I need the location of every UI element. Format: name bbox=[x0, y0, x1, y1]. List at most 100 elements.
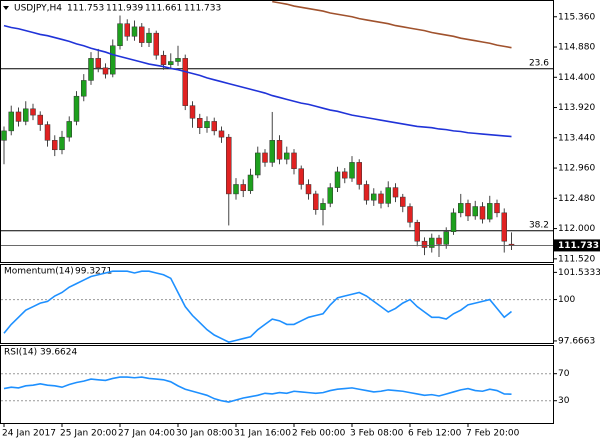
y-tick-label: 114.880 bbox=[558, 43, 595, 53]
y-tick-label: 115.360 bbox=[558, 12, 595, 22]
candle-body bbox=[37, 114, 43, 125]
indicator-line bbox=[3, 376, 512, 403]
last-low: 111.661 bbox=[145, 4, 182, 14]
candle-body bbox=[327, 187, 333, 204]
last-high: 111.939 bbox=[106, 4, 143, 14]
price-panel bbox=[0, 0, 554, 263]
candle-body bbox=[363, 184, 370, 201]
y-tick-label: 100 bbox=[558, 295, 575, 305]
candle-body bbox=[501, 212, 507, 242]
price-tag bbox=[553, 239, 600, 252]
candle-body bbox=[95, 58, 101, 69]
candle-body bbox=[262, 152, 268, 163]
rsi-title: RSI(14) bbox=[4, 348, 37, 358]
candle-body bbox=[146, 32, 152, 43]
candle-body bbox=[218, 130, 225, 138]
candle-body bbox=[189, 105, 196, 119]
candle-body bbox=[450, 212, 457, 232]
last-close: 111.733 bbox=[184, 4, 221, 14]
candle-body bbox=[102, 67, 109, 75]
x-tick-label: 2 Feb 00:00 bbox=[292, 429, 346, 439]
candle-body bbox=[211, 121, 217, 132]
y-tick-label: 114.400 bbox=[558, 73, 595, 83]
rsi-value: 39.6624 bbox=[40, 348, 77, 358]
y-tick-label: 112.960 bbox=[558, 164, 595, 174]
menu-triangle bbox=[3, 6, 9, 10]
candle-body bbox=[73, 95, 80, 122]
candle-body bbox=[334, 171, 341, 188]
candle-body bbox=[269, 140, 275, 163]
candle-body bbox=[255, 152, 261, 176]
candle-body bbox=[378, 193, 384, 204]
y-tick-label: 111.520 bbox=[558, 254, 595, 264]
candle-body bbox=[494, 203, 500, 214]
x-tick-label: 25 Jan 20:00 bbox=[60, 429, 117, 439]
candle-body bbox=[66, 121, 72, 138]
candle-body bbox=[30, 108, 36, 116]
x-tick-label: 7 Feb 20:00 bbox=[466, 429, 520, 439]
candle-body bbox=[23, 108, 29, 122]
momentum-value: 99.3271 bbox=[75, 267, 112, 277]
candle-body bbox=[197, 118, 203, 128]
y-tick-label: 101.5333 bbox=[558, 268, 600, 278]
candle-body bbox=[342, 171, 348, 179]
x-tick-label: 27 Jan 04:00 bbox=[118, 429, 175, 439]
candle-body bbox=[487, 203, 493, 220]
candle-body bbox=[371, 193, 377, 201]
candle-body bbox=[385, 187, 391, 204]
candle-body bbox=[153, 32, 159, 56]
candle-body bbox=[204, 121, 210, 128]
candle-body bbox=[458, 203, 464, 214]
candle-body bbox=[88, 58, 94, 81]
candle-body bbox=[117, 23, 123, 47]
candle-body bbox=[298, 168, 304, 185]
candle-body bbox=[247, 174, 254, 192]
candle-body bbox=[226, 136, 232, 195]
price-tag-label: 111.733 bbox=[558, 241, 599, 251]
x-tick-label: 30 Jan 08:00 bbox=[176, 429, 233, 439]
candle-body bbox=[276, 140, 283, 160]
candle-body bbox=[15, 111, 22, 122]
momentum-panel bbox=[0, 264, 554, 344]
candle-body bbox=[44, 124, 51, 141]
candle-body bbox=[168, 61, 174, 65]
y-tick-label: 97.6663 bbox=[558, 336, 595, 346]
candle-body bbox=[1, 130, 7, 141]
candle-body bbox=[443, 231, 449, 245]
candle-body bbox=[320, 203, 326, 210]
indicator-line bbox=[3, 270, 512, 343]
candle-body bbox=[284, 152, 290, 160]
candle-body bbox=[131, 26, 138, 37]
candle-body bbox=[392, 187, 399, 198]
candle-body bbox=[81, 80, 87, 97]
candle-body bbox=[349, 162, 355, 179]
candle-body bbox=[305, 184, 312, 195]
candle-body bbox=[313, 193, 319, 210]
candle-body bbox=[414, 222, 420, 242]
y-tick-label: 112.000 bbox=[558, 224, 595, 234]
candle-body bbox=[160, 54, 167, 65]
moving-average bbox=[3, 24, 512, 138]
candle-body bbox=[429, 237, 435, 248]
level-label: 38.2 bbox=[529, 220, 549, 230]
candle-body bbox=[436, 237, 442, 245]
candle-body bbox=[182, 58, 188, 106]
last-open: 111.753 bbox=[67, 4, 104, 14]
candle-body bbox=[175, 58, 181, 62]
candle-body bbox=[472, 206, 478, 217]
candle-body bbox=[479, 206, 486, 220]
x-tick-label: 3 Feb 08:00 bbox=[350, 429, 404, 439]
level-label: 23.6 bbox=[529, 58, 549, 68]
candle-body bbox=[110, 45, 116, 75]
candle-body bbox=[52, 140, 58, 151]
momentum-title: Momentum(14) bbox=[4, 267, 74, 277]
x-tick-label: 24 Jan 2017 bbox=[2, 429, 56, 439]
candle-body bbox=[8, 111, 14, 132]
candle-body bbox=[59, 136, 65, 151]
symbol-title: USDJPY,H4 bbox=[14, 4, 62, 14]
candle-body bbox=[465, 203, 471, 217]
y-tick-label: 112.480 bbox=[558, 194, 595, 204]
candle-body bbox=[291, 152, 297, 169]
